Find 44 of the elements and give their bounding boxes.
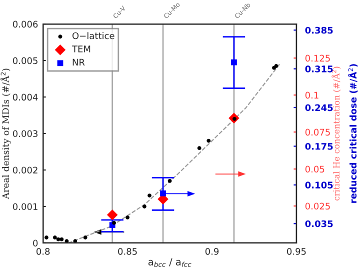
point — [231, 59, 237, 66]
legend-label: TEM — [72, 46, 90, 52]
y3-axis-title: reduced critical dose (#/Å$^{2}$) — [348, 64, 358, 203]
x-tick-label: 0.95 — [287, 248, 306, 255]
x-axis-title: a$_{bcc}$ / a$_{fcc}$ — [148, 258, 192, 267]
y3-tick-label: 0.035 — [305, 220, 333, 228]
point — [112, 220, 116, 225]
y2-tick-label: 0.075 — [305, 128, 330, 136]
y3-tick-label: 0.175 — [305, 142, 333, 150]
y3-tick-label: 0.315 — [305, 66, 333, 72]
y-axis-title: Areal density of MDIs (#/Å$^{2}$) — [0, 68, 11, 200]
y-tick-label: 0.002 — [12, 166, 38, 174]
y2-tick-label: 0.1 — [305, 92, 318, 99]
point — [197, 146, 202, 150]
y3-tick-label: 0.105 — [305, 182, 333, 188]
point — [160, 190, 166, 196]
y-tick-label: 0.001 — [12, 203, 38, 210]
point — [206, 138, 211, 143]
point — [83, 236, 88, 240]
y-tick-label: 0.003 — [12, 130, 38, 138]
legend-label: NR — [72, 58, 85, 66]
y3-tick-label: 0.385 — [305, 26, 333, 34]
y2-tick-label: 0.05 — [305, 166, 324, 173]
point — [168, 178, 172, 183]
y-tick-label: 0 — [33, 240, 38, 247]
y3-tick-label: 0.245 — [305, 104, 333, 112]
y-tick-label: 0.004 — [12, 94, 38, 101]
point — [60, 237, 64, 242]
point — [126, 215, 130, 220]
y-tick-label: 0.006 — [12, 20, 38, 28]
point — [56, 237, 60, 242]
x-tick-label: 0.8 — [36, 248, 50, 255]
point — [106, 209, 118, 220]
y-tick-label: 0.005 — [12, 57, 38, 64]
y2-tick-label: 0.025 — [305, 202, 330, 210]
point — [142, 204, 146, 208]
point — [44, 236, 48, 240]
legend-label: O−lattice — [72, 32, 114, 40]
x-tick-label: 0.9 — [205, 248, 219, 255]
point — [148, 194, 152, 198]
point — [52, 236, 57, 240]
y2-tick-label: 0.125 — [305, 54, 330, 62]
point — [274, 64, 278, 68]
x-tick-label: 0.85 — [118, 248, 137, 255]
